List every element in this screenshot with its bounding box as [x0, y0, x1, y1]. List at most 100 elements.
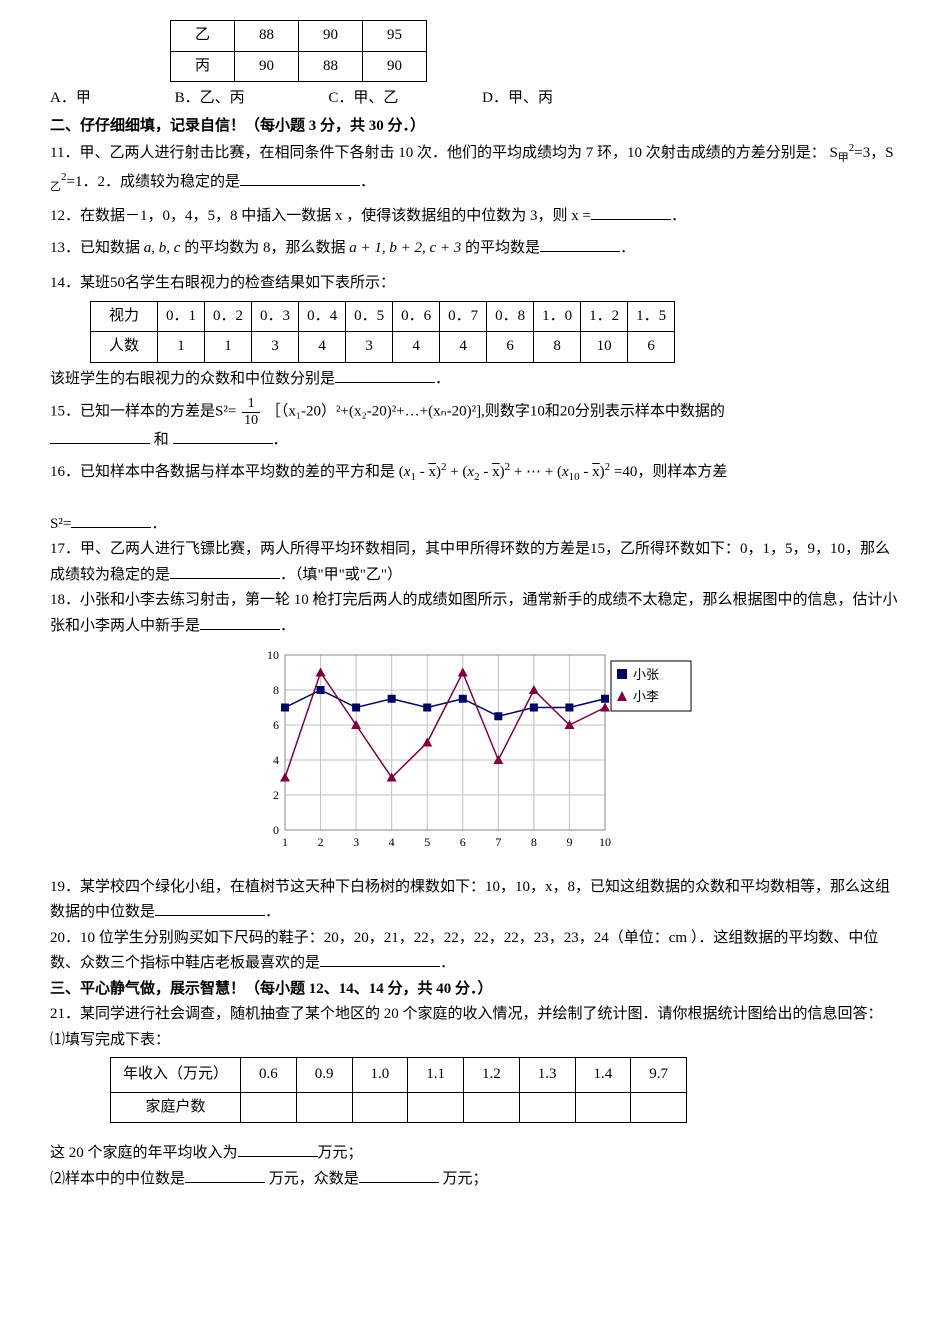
blank: [359, 1167, 439, 1183]
cell: 1.4: [575, 1058, 631, 1093]
blank: [591, 204, 671, 220]
svg-text:小李: 小李: [633, 689, 659, 704]
q21-table: 年收入（万元） 0.6 0.9 1.0 1.1 1.2 1.3 1.4 9.7 …: [110, 1057, 687, 1123]
cell: 88: [299, 51, 363, 82]
cell: 3: [252, 332, 299, 363]
cell: 0．8: [487, 301, 534, 332]
svg-text:4: 4: [389, 835, 395, 849]
cell: 家庭户数: [111, 1092, 241, 1123]
cell: 人数: [91, 332, 158, 363]
q21: 21．某同学进行社会调查，随机抽查了某个地区的 20 个家庭的收入情况，并绘制了…: [50, 1002, 900, 1028]
q14: 14．某班50名学生右眼视力的检查结果如下表所示： 视力 0．1 0．2 0．3…: [50, 271, 900, 392]
q19: 19．某学校四个绿化小组，在植树节这天种下白杨树的棵数如下：10，10，x，8，…: [50, 875, 900, 926]
q21-avg: 这 20 个家庭的年平均收入为万元；: [50, 1141, 900, 1167]
blank: [71, 512, 151, 528]
cell: 0.9: [296, 1058, 352, 1093]
q13: 13．已知数据 a, b, c 的平均数为 8，那么数据 a + 1, b + …: [50, 236, 900, 262]
cell: 视力: [91, 301, 158, 332]
svg-text:2: 2: [318, 835, 324, 849]
cell: 0．1: [158, 301, 205, 332]
q12: 12．在数据－1，0，4，5，8 中插入一数据 x ，使得该数据组的中位数为 3…: [50, 204, 900, 230]
option-b: B．乙、丙: [175, 90, 285, 106]
svg-text:8: 8: [273, 683, 279, 697]
table-row: 视力 0．1 0．2 0．3 0．4 0．5 0．6 0．7 0．8 1．0 1…: [91, 301, 675, 332]
cell: [352, 1092, 408, 1123]
svg-text:5: 5: [424, 835, 430, 849]
q21-2: ⑵样本中的中位数是 万元，众数是 万元；: [50, 1167, 900, 1193]
cell: [631, 1092, 687, 1123]
blank: [540, 236, 620, 252]
svg-text:6: 6: [273, 718, 279, 732]
cell: 1: [205, 332, 252, 363]
q17: 17．甲、乙两人进行飞镖比赛，两人所得平均环数相同，其中甲所得环数的方差是15，…: [50, 537, 900, 588]
cell: 0．4: [299, 301, 346, 332]
blank: [320, 951, 440, 967]
svg-text:10: 10: [599, 835, 611, 849]
blank: [238, 1141, 318, 1157]
cell: 6: [487, 332, 534, 363]
option-a: A．甲: [50, 90, 131, 106]
q10-options: A．甲 B．乙、丙 C．甲、乙 D．甲、丙: [50, 86, 900, 112]
cell: [241, 1092, 297, 1123]
q14-table: 视力 0．1 0．2 0．3 0．4 0．5 0．6 0．7 0．8 1．0 1…: [90, 301, 675, 363]
section3-head: 三、平心静气做，展示智慧！（每小题 12、14、14 分，共 40 分．）: [50, 977, 900, 1003]
cell: 年收入（万元）: [111, 1058, 241, 1093]
cell: 1.2: [464, 1058, 520, 1093]
blank: [155, 900, 265, 916]
blank: [50, 428, 150, 444]
svg-text:7: 7: [495, 835, 501, 849]
cell: 4: [299, 332, 346, 363]
cell: 1.1: [408, 1058, 464, 1093]
svg-text:小张: 小张: [633, 667, 659, 682]
cell: 6: [628, 332, 675, 363]
cell: 8: [534, 332, 581, 363]
cell: 0．2: [205, 301, 252, 332]
svg-text:2: 2: [273, 788, 279, 802]
top-small-table: 乙 88 90 95 丙 90 88 90: [170, 20, 427, 82]
table-row: 乙 88 90 95: [171, 21, 427, 52]
cell: 88: [235, 21, 299, 52]
cell: 1: [158, 332, 205, 363]
svg-text:3: 3: [353, 835, 359, 849]
svg-text:0: 0: [273, 823, 279, 837]
cell: [464, 1092, 520, 1123]
blank: [335, 367, 435, 383]
cell: 1.3: [519, 1058, 575, 1093]
cell: 乙: [171, 21, 235, 52]
cell: 0.6: [241, 1058, 297, 1093]
cell: 1．0: [534, 301, 581, 332]
cell: 0．7: [440, 301, 487, 332]
cell: 1.0: [352, 1058, 408, 1093]
option-d: D．甲、丙: [482, 90, 593, 106]
cell: 95: [363, 21, 427, 52]
cell: [575, 1092, 631, 1123]
cell: 丙: [171, 51, 235, 82]
cell: 9.7: [631, 1058, 687, 1093]
svg-text:10: 10: [267, 648, 279, 662]
math: a, b, c: [144, 240, 184, 256]
svg-text:4: 4: [273, 753, 279, 767]
q18: 18．小张和小李去练习射击，第一轮 10 枪打完后两人的成绩如图所示，通常新手的…: [50, 588, 900, 639]
shooting-chart: 024681012345678910小张小李: [50, 645, 900, 865]
q21-1: ⑴填写完成下表：: [50, 1028, 900, 1054]
cell: 90: [363, 51, 427, 82]
q20: 20．10 位学生分别购买如下尺码的鞋子：20，20，21，22，22，22，2…: [50, 926, 900, 977]
cell: 1．5: [628, 301, 675, 332]
cell: [408, 1092, 464, 1123]
option-c: C．甲、乙: [328, 90, 438, 106]
cell: 90: [235, 51, 299, 82]
cell: [296, 1092, 352, 1123]
line-chart-svg: 024681012345678910小张小李: [245, 645, 705, 855]
blank: [240, 170, 360, 186]
cell: 90: [299, 21, 363, 52]
cell: 4: [440, 332, 487, 363]
table-row: 丙 90 88 90: [171, 51, 427, 82]
cell: 1．2: [581, 301, 628, 332]
math: (x1 - x)2 + (x2 - x)2 + ⋯ + (x10 - x)2: [399, 464, 610, 480]
cell: 4: [393, 332, 440, 363]
table-row: 人数 1 1 3 4 3 4 4 6 8 10 6: [91, 332, 675, 363]
q15: 15．已知一样本的方差是S²= 110 ［（x₁-20）²+(x₂-20)²+……: [50, 396, 900, 453]
blank: [185, 1167, 265, 1183]
cell: [519, 1092, 575, 1123]
q11: 11．甲、乙两人进行射击比赛，在相同条件下各射击 10 次．他们的平均成绩均为 …: [50, 139, 900, 196]
